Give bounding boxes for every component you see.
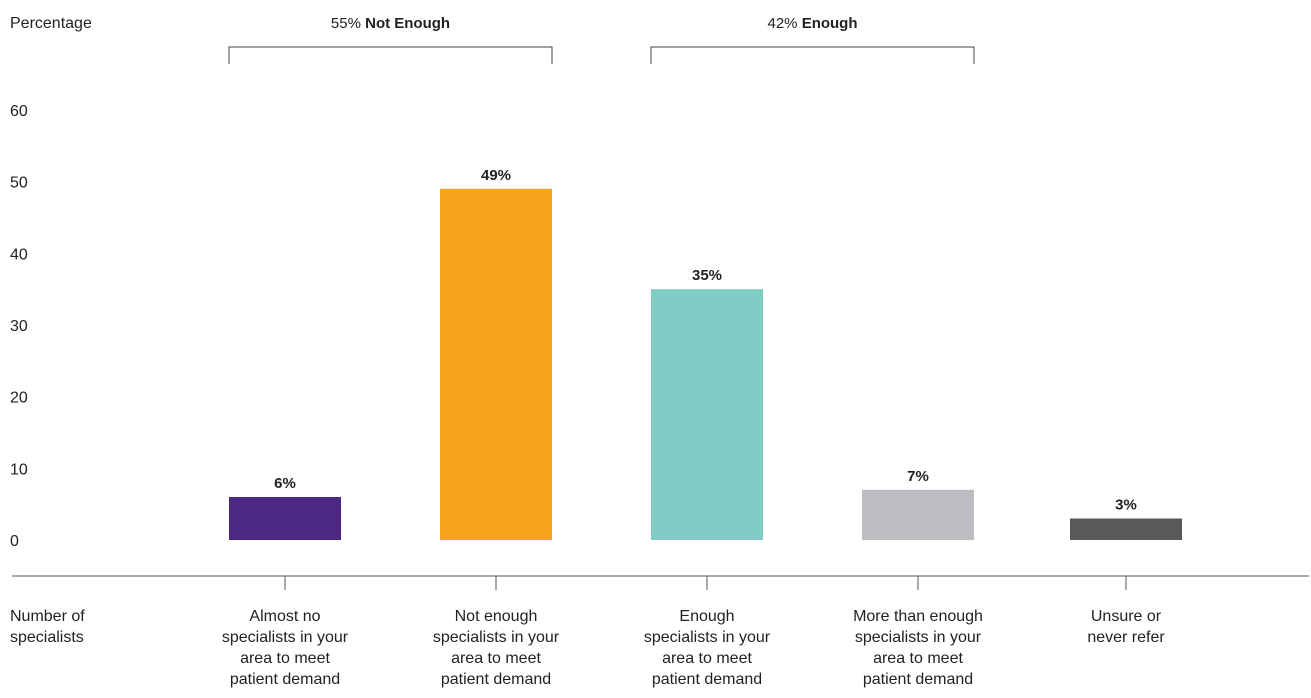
data-label: 7%: [907, 468, 929, 485]
group-bracket: [228, 46, 553, 64]
group-label: 55% Not Enough: [331, 15, 450, 32]
y-tick-label: 0: [10, 533, 19, 550]
value-labels: 6% 49% 35% 7% 3%: [274, 167, 1137, 514]
bars: [229, 188, 1182, 541]
category-label: Not enough specialists in your area to mee…: [433, 608, 560, 688]
y-axis-label: Percentage: [10, 15, 92, 32]
bar: [1070, 518, 1182, 540]
data-label: 6%: [274, 475, 296, 492]
y-tick-label: 50: [10, 175, 28, 192]
data-label: 3%: [1115, 497, 1137, 514]
x-axis-label: Number of specialists: [10, 608, 85, 646]
category-label: Enough specialists in your area to meet pat…: [644, 608, 771, 688]
data-label: 35%: [692, 267, 722, 284]
category-label: More than enough specialists in your area …: [853, 608, 983, 688]
y-tick-label: 30: [10, 318, 28, 335]
bar: [440, 188, 552, 541]
bar: [862, 489, 974, 540]
y-tick-label: 60: [10, 103, 28, 120]
category-label: Almost no specialists in your area to meet…: [222, 608, 349, 688]
bar: [229, 497, 341, 540]
y-tick-label: 20: [10, 390, 28, 407]
group-brackets: 55% Not Enough 42% Enough: [228, 15, 975, 64]
group-bracket: [650, 46, 975, 64]
category-labels: Almost no specialists in your area to meet…: [222, 608, 1165, 688]
x-axis-ticks: [284, 576, 1127, 590]
bar: [651, 289, 763, 540]
data-label: 49%: [481, 167, 511, 184]
y-tick-label: 10: [10, 461, 28, 478]
group-label: 42% Enough: [767, 15, 857, 32]
y-tick-label: 40: [10, 246, 28, 263]
y-axis-ticks: 0 10 20 30 40 50 60: [10, 103, 28, 550]
category-label: Unsure or never refer: [1087, 608, 1165, 646]
